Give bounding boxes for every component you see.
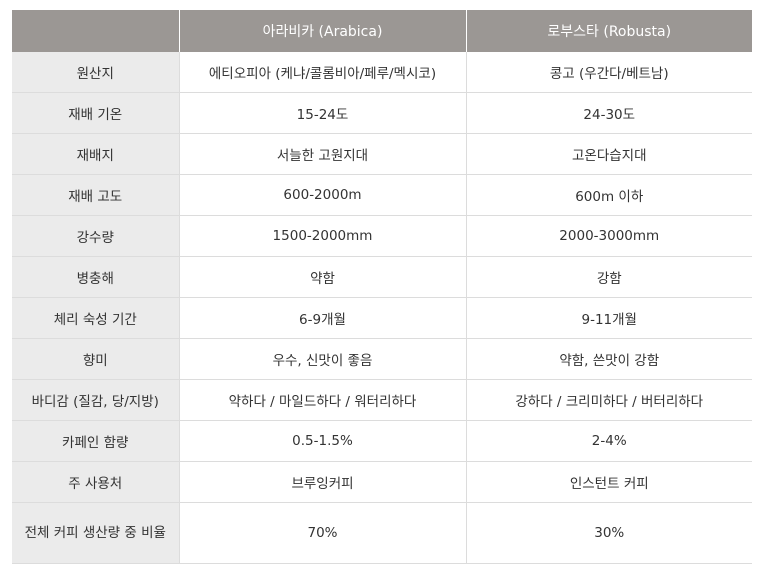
robusta-cell: 콩고 (우간다/베트남) xyxy=(466,52,752,93)
row-label: 강수량 xyxy=(12,215,180,257)
row-label: 전체 커피 생산량 중 비율 xyxy=(12,502,180,564)
robusta-cell: 강하다 / 크리미하다 / 버터리하다 xyxy=(466,379,752,421)
row-label: 재배지 xyxy=(12,133,180,175)
table-body: 원산지 에티오피아 (케냐/콜롬비아/페루/멕시코) 콩고 (우간다/베트남) … xyxy=(12,52,752,564)
table-header: 아라비카 (Arabica) 로부스타 (Robusta) xyxy=(12,10,752,52)
row-label: 카페인 함량 xyxy=(12,420,180,462)
arabica-cell: 6-9개월 xyxy=(179,297,467,339)
table-row: 원산지 에티오피아 (케냐/콜롬비아/페루/멕시코) 콩고 (우간다/베트남) xyxy=(12,52,752,93)
row-label: 재배 기온 xyxy=(12,92,180,134)
row-label: 병충해 xyxy=(12,256,180,298)
arabica-cell: 600-2000m xyxy=(179,174,467,216)
table-row: 병충해 약함 강함 xyxy=(12,256,752,298)
row-label: 향미 xyxy=(12,338,180,380)
robusta-cell: 강함 xyxy=(466,256,752,298)
coffee-comparison-table: 아라비카 (Arabica) 로부스타 (Robusta) 원산지 에티오피아 … xyxy=(12,10,752,564)
arabica-cell: 0.5-1.5% xyxy=(179,420,467,462)
robusta-cell: 2000-3000mm xyxy=(466,215,752,257)
table-row: 향미 우수, 신맛이 좋음 약함, 쓴맛이 강함 xyxy=(12,338,752,380)
header-row: 아라비카 (Arabica) 로부스타 (Robusta) xyxy=(12,10,752,52)
table-row: 전체 커피 생산량 중 비율 70% 30% xyxy=(12,502,752,564)
comparison-table-container: 아라비카 (Arabica) 로부스타 (Robusta) 원산지 에티오피아 … xyxy=(12,10,752,564)
header-arabica: 아라비카 (Arabica) xyxy=(178,10,466,52)
arabica-cell: 1500-2000mm xyxy=(179,215,467,257)
robusta-cell: 2-4% xyxy=(466,420,752,462)
robusta-cell: 30% xyxy=(466,502,752,564)
arabica-cell: 우수, 신맛이 좋음 xyxy=(179,338,467,380)
table-row: 재배 고도 600-2000m 600m 이하 xyxy=(12,174,752,216)
arabica-cell: 70% xyxy=(179,502,467,564)
arabica-cell: 에티오피아 (케냐/콜롬비아/페루/멕시코) xyxy=(179,52,467,93)
table-row: 재배 기온 15-24도 24-30도 xyxy=(12,92,752,134)
header-blank-cell xyxy=(12,10,179,52)
table-row: 주 사용처 브루잉커피 인스턴트 커피 xyxy=(12,461,752,503)
robusta-cell: 600m 이하 xyxy=(466,174,752,216)
arabica-cell: 약하다 / 마일드하다 / 워터리하다 xyxy=(179,379,467,421)
row-label: 재배 고도 xyxy=(12,174,180,216)
robusta-cell: 24-30도 xyxy=(466,92,752,134)
row-label: 체리 숙성 기간 xyxy=(12,297,180,339)
header-robusta: 로부스타 (Robusta) xyxy=(465,10,752,52)
robusta-cell: 고온다습지대 xyxy=(466,133,752,175)
table-row: 바디감 (질감, 당/지방) 약하다 / 마일드하다 / 워터리하다 강하다 /… xyxy=(12,379,752,421)
arabica-cell: 15-24도 xyxy=(179,92,467,134)
table-row: 체리 숙성 기간 6-9개월 9-11개월 xyxy=(12,297,752,339)
robusta-cell: 약함, 쓴맛이 강함 xyxy=(466,338,752,380)
arabica-cell: 서늘한 고원지대 xyxy=(179,133,467,175)
row-label: 주 사용처 xyxy=(12,461,180,503)
table-row: 재배지 서늘한 고원지대 고온다습지대 xyxy=(12,133,752,175)
row-label: 원산지 xyxy=(12,52,180,93)
row-label: 바디감 (질감, 당/지방) xyxy=(12,379,180,421)
robusta-cell: 9-11개월 xyxy=(466,297,752,339)
robusta-cell: 인스턴트 커피 xyxy=(466,461,752,503)
arabica-cell: 약함 xyxy=(179,256,467,298)
arabica-cell: 브루잉커피 xyxy=(179,461,467,503)
table-row: 카페인 함량 0.5-1.5% 2-4% xyxy=(12,420,752,462)
table-row: 강수량 1500-2000mm 2000-3000mm xyxy=(12,215,752,257)
